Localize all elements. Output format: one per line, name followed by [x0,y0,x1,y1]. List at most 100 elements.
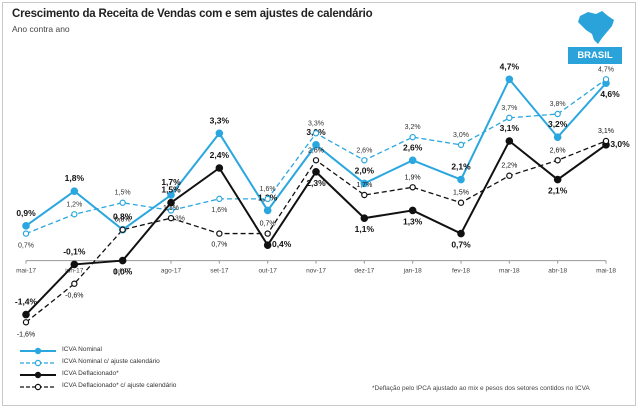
data-point-s4 [457,199,465,206]
legend-label: ICVA Deflacionado* [62,370,119,377]
data-label-s3: 0,4% [272,239,292,249]
data-label-s4: 1,7% [356,182,372,189]
data-label-s1: 1,7% [161,177,181,187]
footnote: *Deflação pelo IPCA ajustado ao mix e pe… [372,385,590,392]
data-point-s4 [264,230,271,237]
data-label-s4: 1,9% [405,174,421,181]
data-label-s1: 2,0% [355,165,375,175]
data-point-s3 [263,241,272,249]
data-label-s4: 1,1% [163,205,179,212]
data-point-s2 [312,130,320,137]
legend-label: ICVA Nominal [62,346,102,353]
data-point-s3 [408,206,417,215]
data-label-s3: 1,5% [161,185,181,195]
legend-swatch [20,359,56,367]
data-label-s4: 0,8% [115,217,131,224]
legend-item: ICVA Nominal c/ ajuste calendário [18,357,218,369]
data-label-s4: 1,5% [453,190,469,197]
data-label-s2: 3,2% [405,124,421,131]
data-point-s3 [505,137,514,145]
data-label-s4: 3,1% [598,128,614,135]
data-label-s2: 3,7% [501,105,517,112]
data-point-s3 [70,260,79,269]
data-point-s4 [602,137,610,145]
data-point-s2 [167,207,175,214]
data-label-s4: 2,6% [308,147,324,154]
x-tick-label: jun-17 [64,268,83,275]
data-point-s1 [22,222,30,230]
legend-swatch [20,383,56,391]
data-label-s2: 2,6% [356,147,372,154]
x-tick-label: mar-18 [499,268,520,275]
data-label-s4: 2,2% [501,163,517,170]
data-label-s3: 3,0% [610,139,630,149]
data-point-s2 [119,199,126,206]
series-line-1 [25,77,607,231]
data-label-s2: 1,6% [211,207,227,214]
data-label-s3: 1,1% [355,224,375,234]
x-tick-label: out-17 [258,268,277,275]
data-point-s2 [457,141,465,149]
data-point-s2 [264,195,271,203]
data-label-s1: 1,8% [65,173,85,183]
x-tick-label: dez-17 [354,268,374,275]
data-label-s3: 2,3% [306,178,326,188]
data-point-s3 [457,229,465,238]
data-label-s2: 1,3% [169,215,185,222]
data-point-s1 [70,187,79,195]
data-point-s1 [553,133,562,141]
data-point-s1 [167,191,175,199]
data-label-s1: 4,6% [600,89,620,99]
chart-subtitle: Ano contra ano [12,24,70,34]
data-label-s3: 3,1% [500,123,520,133]
legend-label: ICVA Deflacionado* c/ ajuste calendário [62,382,177,389]
data-label-s2: 1,6% [260,186,276,193]
data-label-s4: 0,7% [211,242,227,249]
series-line-2 [25,78,607,235]
legend-swatch [20,347,56,355]
legend-label: ICVA Nominal c/ ajuste calendário [62,358,160,365]
data-point-s4 [216,230,223,237]
data-label-s1: 4,7% [500,61,520,71]
legend-item: ICVA Deflacionado* c/ ajuste calendário [18,381,218,393]
data-label-s1: 0,8% [113,212,133,222]
data-point-s1 [263,206,272,215]
legend-item: ICVA Nominal [18,345,218,357]
data-point-s1 [360,179,369,188]
data-label-s3: 2,4% [210,150,230,160]
data-label-s4: -1,6% [17,331,35,338]
data-point-s4 [312,157,320,164]
data-point-s3 [118,256,127,265]
data-point-s2 [71,211,78,218]
data-label-s4: 2,6% [550,147,566,154]
data-point-s4 [167,214,175,222]
data-point-s1 [312,141,320,149]
data-point-s4 [409,184,416,191]
chart-frame [2,2,636,406]
data-label-s3: 1,3% [403,216,423,226]
series-line-3 [25,139,607,316]
data-label-s3: 0,7% [451,240,471,250]
data-point-s4 [22,319,30,326]
x-tick-label: mai-17 [16,268,36,275]
data-label-s3: -0,1% [63,246,86,256]
x-tick-label: set-17 [210,268,228,275]
data-point-s3 [553,175,562,184]
data-point-s3 [215,164,224,172]
x-tick-label: nov-17 [306,268,326,275]
data-point-s1 [505,75,514,84]
data-label-s1: 3,2% [548,119,568,129]
region-badge: BRASIL [568,47,622,64]
data-label-s2: 0,7% [18,243,34,250]
x-tick-label: abr-18 [548,268,567,275]
data-point-s2 [409,133,416,141]
data-point-s2 [554,110,561,118]
data-point-s1 [215,129,224,138]
data-label-s2: 1,5% [115,190,131,197]
x-tick-label: jan-18 [403,268,422,275]
data-label-s3: 0,0% [113,267,133,277]
chart-title: Crescimento da Receita de Vendas com e s… [12,8,373,20]
brazil-map-icon [578,11,614,44]
data-label-s2: 3,3% [308,120,324,127]
